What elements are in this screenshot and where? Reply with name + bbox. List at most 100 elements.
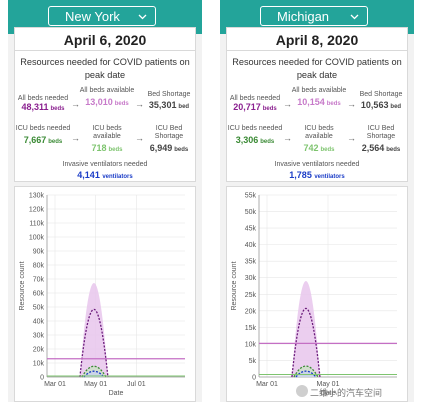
all-beds-needed: All beds needed 48,311 beds: [15, 95, 71, 113]
unit-label: bed: [390, 104, 402, 110]
y-tick-label: 60k: [33, 291, 45, 298]
y-tick-label: 110k: [29, 221, 44, 228]
all-beds-available: All beds available 10,154 beds: [291, 87, 347, 108]
x-tick-label: Mar 01: [256, 381, 278, 388]
unit-label: ventilators: [314, 174, 345, 180]
y-tick-label: 40k: [33, 319, 45, 326]
ventilators-label: Invasive ventilators needed: [274, 161, 360, 168]
icu-beds-available: ICU beds available 742 beds: [291, 125, 347, 154]
icu-beds-available: ICU beds available 718 beds: [79, 125, 135, 154]
x-axis-label: Date: [321, 390, 336, 397]
icu-beds-needed: ICU beds needed 7,667 beds: [15, 125, 71, 146]
y-tick-label: 25k: [245, 292, 257, 299]
y-tick-label: 30k: [33, 333, 45, 340]
icu-needed-value: 3,306: [235, 135, 259, 145]
all-beds-available: All beds available 13,010 beds: [79, 87, 135, 108]
resource-chart: 0 5k 10k 15k 20k 25k 30k 35k 40k 45k 50k 55k Mar 01 M…: [226, 186, 408, 402]
panel-michigan: Michigan April 8, 2020 Resources needed …: [220, 0, 414, 402]
unit-label: beds: [50, 106, 65, 112]
series-line: [79, 308, 109, 378]
resources-card: Resources needed for COVID patients on p…: [14, 50, 196, 182]
y-axis-label: Resource count: [231, 261, 238, 310]
y-tick-label: 10k: [245, 341, 257, 348]
icu-available-label: ICU beds available: [304, 125, 334, 140]
arrow-icon: →: [347, 99, 356, 109]
arrow-icon: →: [283, 99, 292, 109]
uncertainty-band: [291, 280, 320, 377]
all-beds-needed-label: All beds needed: [17, 95, 69, 102]
y-tick-label: 45k: [245, 226, 257, 233]
y-axis-label: Resource count: [19, 261, 26, 310]
chart-svg: 0 10k 20k 30k 40k 50k 60k 70k 80k 90k 100k 110k 120k…: [19, 193, 185, 397]
watermark-text: 二维小的汽车空间: [310, 388, 383, 398]
series-line: [293, 365, 319, 378]
peak-date: April 6, 2020: [14, 27, 196, 51]
y-tick-label: 10k: [33, 361, 45, 368]
state-dropdown-value: New York: [65, 9, 120, 24]
y-tick-label: 120k: [29, 207, 45, 214]
y-tick-label: 20k: [245, 308, 257, 315]
resources-title: Resources needed for COVID patients on p…: [232, 57, 402, 80]
bed-shortage-value: 10,563: [360, 100, 389, 110]
y-tick-label: 40k: [245, 242, 257, 249]
y-tick-label: 0: [252, 375, 256, 382]
ventilators-needed: 1,785 ventilators: [227, 170, 407, 180]
icu-needed-value: 7,667: [23, 135, 47, 145]
icu-needed-label: ICU beds needed: [227, 125, 283, 132]
icu-available-label: ICU beds available: [92, 125, 122, 140]
bed-shortage-label: Bed Shortage: [359, 91, 403, 98]
series-line: [295, 370, 317, 378]
arrow-icon: →: [71, 99, 80, 109]
ventilators-needed: 4,141 ventilators: [15, 170, 195, 180]
arrow-icon: →: [347, 133, 356, 143]
all-beds-needed-value: 20,717: [233, 102, 261, 112]
unit-label: beds: [260, 139, 275, 145]
icu-shortage-label: ICU Bed Shortage: [366, 125, 396, 140]
arrow-icon: →: [71, 133, 80, 143]
series-line: [291, 307, 321, 378]
all-beds-available-label: All beds available: [291, 87, 347, 94]
y-tick-label: 50k: [33, 305, 45, 312]
unit-label: beds: [262, 106, 277, 112]
y-tick-label: 20k: [33, 347, 45, 354]
x-tick-label: Jul 01: [127, 381, 146, 388]
unit-label: ventilators: [102, 174, 133, 180]
icu-shortage-value: 6,949: [149, 143, 173, 153]
unit-label: beds: [174, 147, 189, 153]
resources-title: Resources needed for COVID patients on p…: [20, 57, 190, 80]
icu-shortage-value: 2,564: [361, 143, 385, 153]
resource-chart: 0 10k 20k 30k 40k 50k 60k 70k 80k 90k 100k 110k 120k…: [14, 186, 196, 402]
watermark-icon: [296, 385, 308, 397]
y-tick-label: 100k: [29, 235, 45, 242]
bed-shortage-value: 35,301: [148, 100, 177, 110]
panel-new-york: New York April 6, 2020 Resources needed …: [8, 0, 202, 402]
state-dropdown[interactable]: Michigan: [260, 6, 368, 26]
unit-label: beds: [108, 147, 123, 153]
ventilators-label: Invasive ventilators needed: [62, 161, 148, 168]
unit-label: beds: [48, 139, 63, 145]
unit-label: beds: [320, 147, 335, 153]
bed-shortage: Bed Shortage 35,301 bed: [141, 91, 197, 111]
y-tick-label: 35k: [245, 259, 257, 266]
resources-card: Resources needed for COVID patients on p…: [226, 50, 408, 182]
icu-available-value: 718: [91, 143, 107, 153]
chevron-down-icon: [350, 12, 359, 21]
chart-svg: 0 5k 10k 15k 20k 25k 30k 35k 40k 45k 50k 55k Mar 01 M…: [231, 193, 397, 397]
series-line: [83, 370, 105, 378]
y-tick-label: 130k: [29, 193, 45, 200]
ventilators-value: 1,785: [289, 170, 312, 180]
all-beds-available-value: 10,154: [297, 97, 325, 107]
y-tick-label: 30k: [245, 275, 257, 282]
all-beds-needed-label: All beds needed: [229, 95, 281, 102]
state-dropdown[interactable]: New York: [48, 6, 156, 26]
y-tick-label: 55k: [245, 193, 257, 200]
all-beds-needed: All beds needed 20,717 beds: [227, 95, 283, 113]
icu-available-value: 742: [303, 143, 319, 153]
y-tick-label: 80k: [33, 263, 45, 270]
y-tick-label: 0: [40, 375, 44, 382]
unit-label: beds: [386, 147, 401, 153]
arrow-icon: →: [135, 133, 144, 143]
y-tick-label: 5k: [249, 358, 257, 365]
icu-beds-needed: ICU beds needed 3,306 beds: [227, 125, 283, 146]
x-tick-label: May 01: [84, 381, 107, 388]
